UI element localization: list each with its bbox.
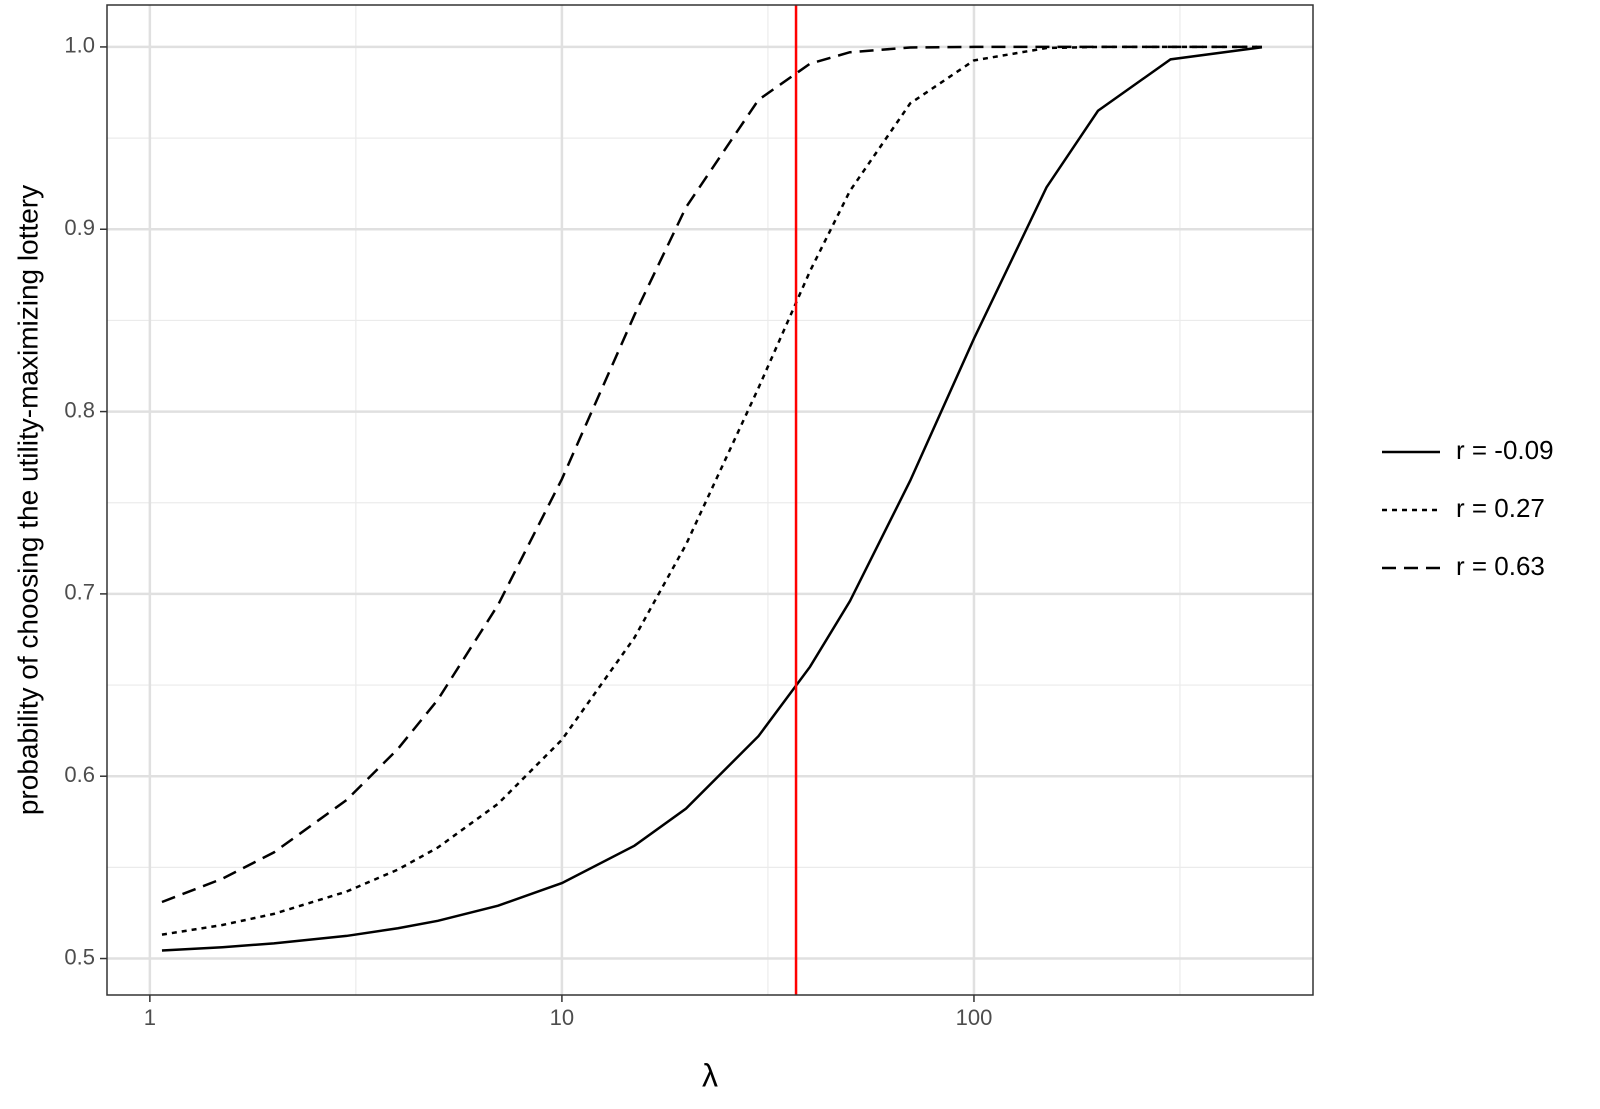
legend-label: r = -0.09 bbox=[1456, 435, 1554, 465]
x-tick-label: 100 bbox=[956, 1005, 993, 1030]
plot-border bbox=[106, 4, 1314, 996]
x-tick-label: 1 bbox=[144, 1005, 156, 1030]
x-tick-label: 10 bbox=[550, 1005, 574, 1030]
y-tick-label: 0.6 bbox=[64, 762, 95, 787]
y-tick-label: 0.8 bbox=[64, 397, 95, 422]
y-tick-label: 0.7 bbox=[64, 580, 95, 605]
legend-label: r = 0.27 bbox=[1456, 493, 1545, 523]
legend-label: r = 0.63 bbox=[1456, 551, 1545, 581]
y-tick-label: 1.0 bbox=[64, 33, 95, 58]
line-series bbox=[161, 45, 1262, 904]
x-axis-label: λ bbox=[702, 1057, 718, 1093]
y-axis-label: probability of choosing the utility-maxi… bbox=[12, 185, 43, 815]
line-series bbox=[161, 45, 1262, 936]
line-series bbox=[161, 46, 1263, 952]
y-tick-label: 0.9 bbox=[64, 215, 95, 240]
y-tick-label: 0.5 bbox=[64, 944, 95, 969]
